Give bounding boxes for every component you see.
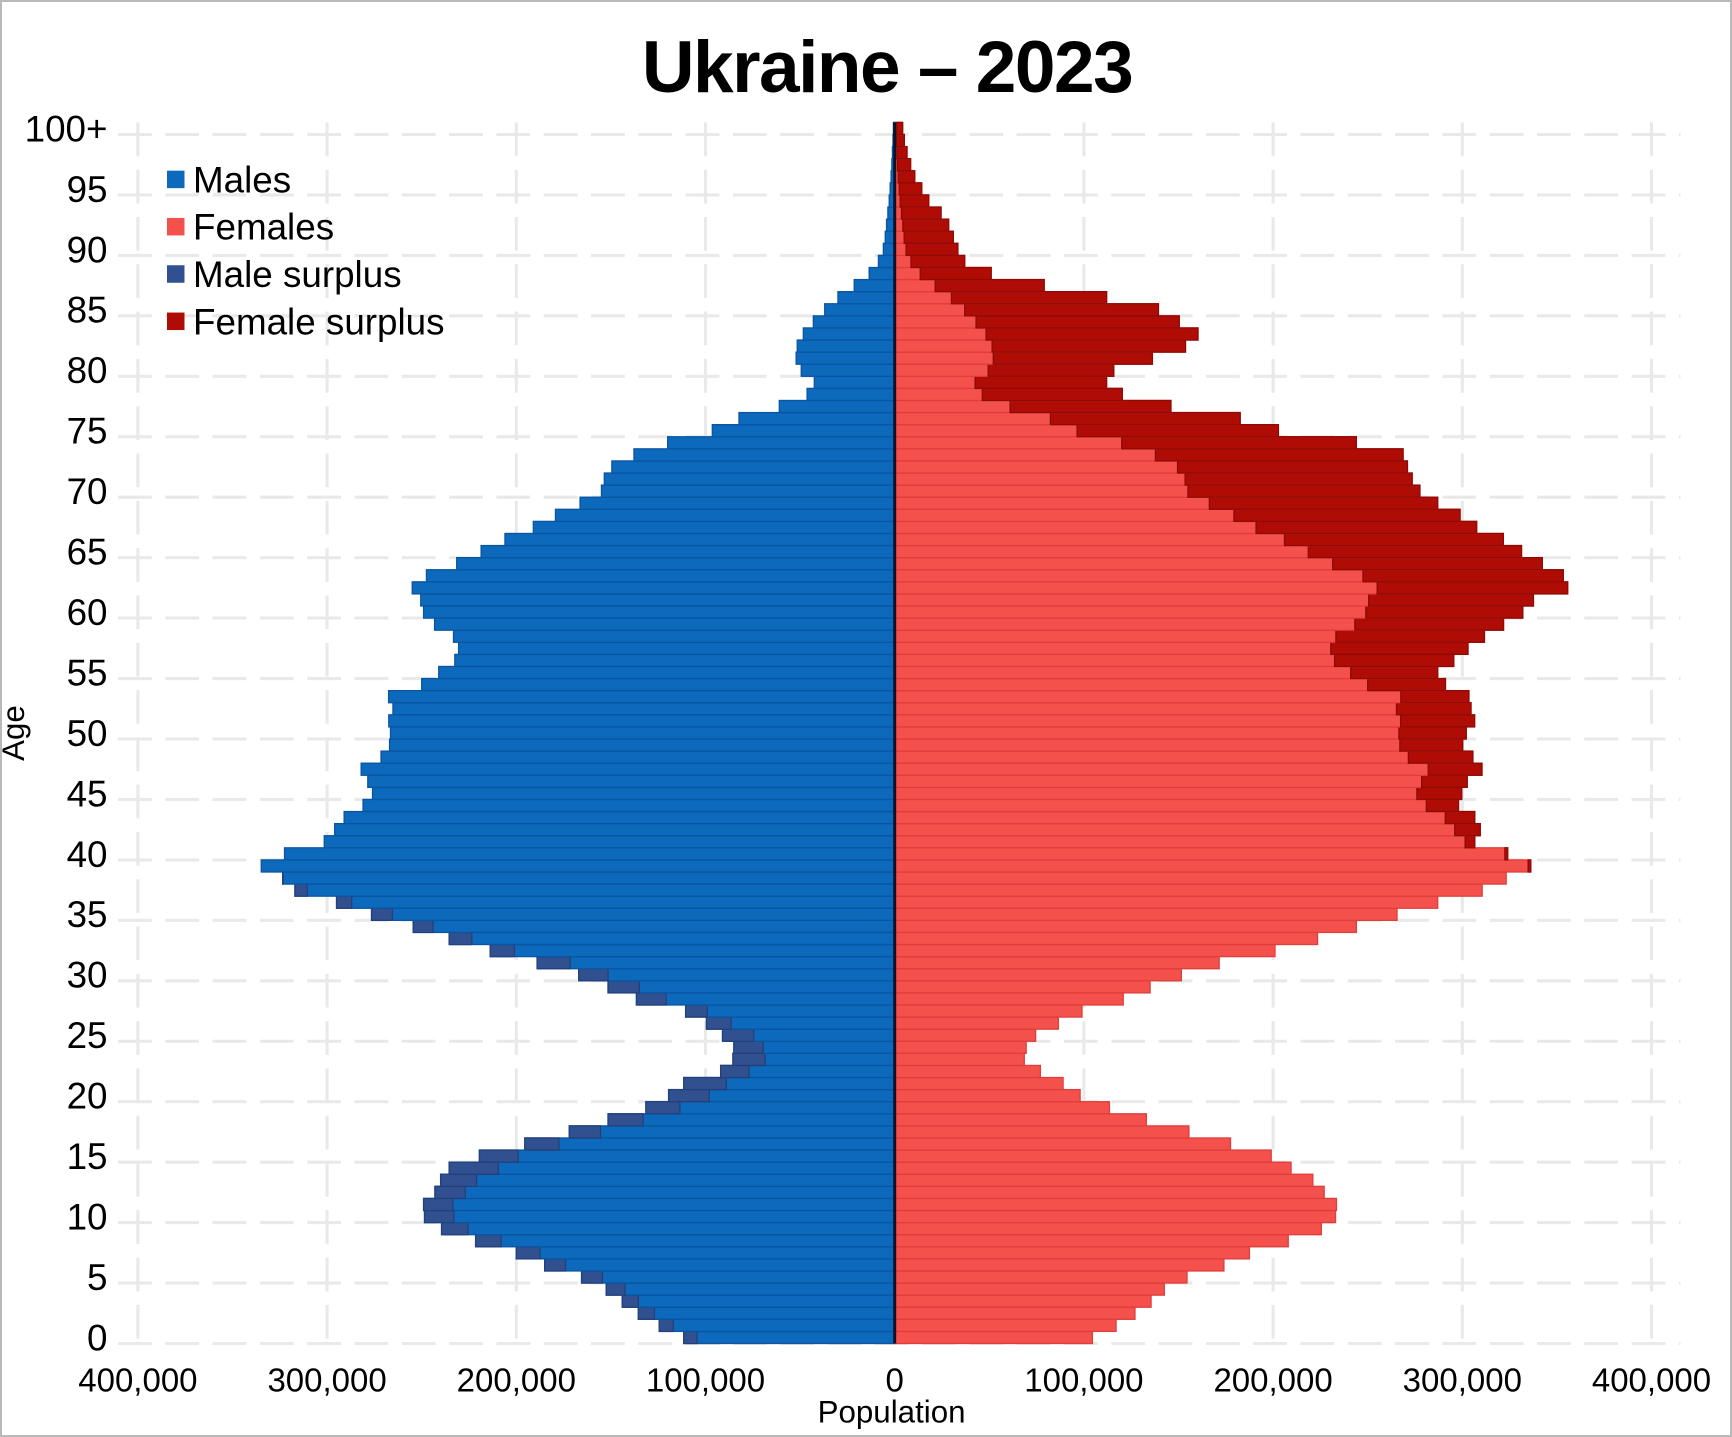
svg-text:300,000: 300,000 bbox=[1403, 1361, 1522, 1398]
svg-text:Male surplus: Male surplus bbox=[193, 254, 402, 295]
svg-text:35: 35 bbox=[67, 894, 108, 935]
svg-text:95: 95 bbox=[67, 169, 108, 210]
svg-text:55: 55 bbox=[67, 652, 108, 693]
svg-text:20: 20 bbox=[67, 1076, 108, 1117]
svg-text:200,000: 200,000 bbox=[457, 1361, 576, 1398]
svg-text:Age: Age bbox=[0, 705, 31, 761]
svg-text:400,000: 400,000 bbox=[1592, 1361, 1711, 1398]
svg-text:Females: Females bbox=[193, 207, 334, 248]
svg-text:50: 50 bbox=[67, 713, 108, 754]
svg-text:Ukraine – 2023: Ukraine – 2023 bbox=[642, 27, 1132, 108]
svg-text:90: 90 bbox=[67, 229, 108, 270]
svg-text:85: 85 bbox=[67, 290, 108, 331]
svg-text:100,000: 100,000 bbox=[646, 1361, 765, 1398]
svg-text:45: 45 bbox=[67, 773, 108, 814]
svg-text:40: 40 bbox=[67, 834, 108, 875]
svg-text:Males: Males bbox=[193, 159, 291, 200]
svg-text:10: 10 bbox=[67, 1196, 108, 1237]
svg-text:0: 0 bbox=[87, 1317, 107, 1358]
svg-text:100,000: 100,000 bbox=[1024, 1361, 1143, 1398]
svg-text:65: 65 bbox=[67, 532, 108, 573]
svg-text:25: 25 bbox=[67, 1015, 108, 1056]
svg-text:75: 75 bbox=[67, 411, 108, 452]
svg-text:400,000: 400,000 bbox=[78, 1361, 197, 1398]
svg-text:300,000: 300,000 bbox=[267, 1361, 386, 1398]
svg-text:5: 5 bbox=[87, 1257, 107, 1298]
svg-text:15: 15 bbox=[67, 1136, 108, 1177]
svg-text:60: 60 bbox=[67, 592, 108, 633]
svg-text:Female surplus: Female surplus bbox=[193, 301, 445, 342]
svg-text:100+: 100+ bbox=[25, 108, 108, 149]
svg-text:30: 30 bbox=[67, 955, 108, 996]
svg-text:70: 70 bbox=[67, 471, 108, 512]
svg-text:80: 80 bbox=[67, 350, 108, 391]
svg-text:0: 0 bbox=[886, 1361, 904, 1398]
svg-text:Population: Population bbox=[818, 1395, 966, 1430]
svg-text:200,000: 200,000 bbox=[1213, 1361, 1332, 1398]
